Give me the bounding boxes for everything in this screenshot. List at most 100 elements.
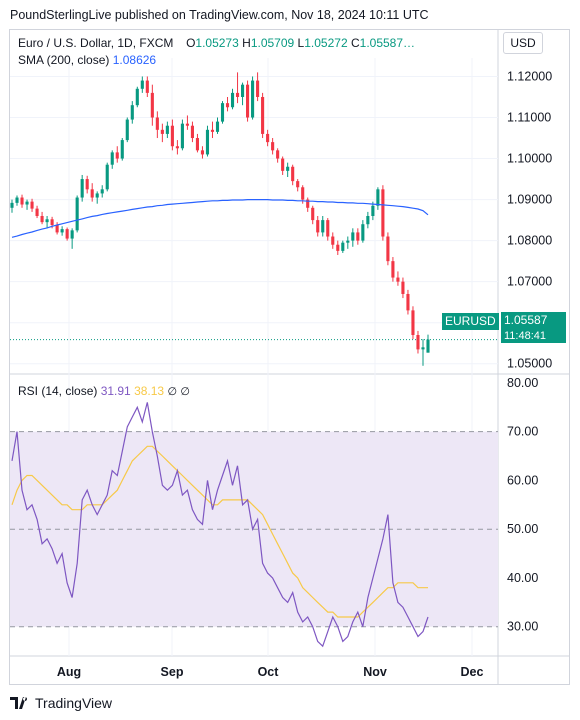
candle-body: [371, 205, 375, 216]
candle-body: [426, 339, 430, 353]
candle-body: [90, 189, 94, 198]
symbol-badge: EURUSD: [442, 313, 499, 330]
candle-body: [100, 189, 104, 194]
candle-body: [256, 80, 260, 97]
candle-body: [10, 202, 14, 208]
open-value: 1.05273: [195, 36, 239, 50]
candle-body: [356, 232, 360, 241]
candle-body: [361, 224, 365, 241]
candle-body: [411, 310, 415, 336]
sma-label: SMA (200, close): [18, 53, 110, 67]
price-tick-label: 1.09000: [507, 193, 552, 207]
candle-body: [35, 208, 39, 216]
symbol-label: Euro / U.S. Dollar, 1D, FXCM: [18, 36, 174, 50]
candle-body: [281, 158, 285, 171]
candle-body: [85, 179, 89, 190]
candle-body: [125, 119, 129, 141]
candle-body: [261, 96, 265, 134]
candle-body: [60, 229, 64, 233]
candle-body: [321, 220, 325, 233]
candle-body: [351, 232, 355, 241]
candle-body: [170, 125, 174, 147]
candle-body: [306, 199, 310, 208]
rsi-line: [11, 402, 429, 648]
candle-body: [95, 193, 99, 198]
candle-body: [241, 84, 245, 97]
candle-body: [396, 277, 400, 282]
candle-body: [135, 88, 139, 106]
candle-body: [150, 92, 154, 118]
chart-frame: [9, 29, 570, 685]
candle-body: [190, 125, 194, 139]
price-tick-label: 1.07000: [507, 275, 552, 289]
rsi-tick-label: 50.00: [507, 522, 538, 536]
candle-body: [246, 84, 250, 118]
time-tick-label: Oct: [258, 665, 280, 679]
candle-body: [120, 140, 124, 159]
candle-body: [30, 201, 34, 209]
candle-body: [80, 179, 84, 198]
publish-header: PoundSterlingLive published on TradingVi…: [10, 8, 429, 22]
candle-body: [225, 103, 230, 108]
candle-body: [311, 207, 315, 221]
rsi-legend: RSI (14, close) 31.91 38.13 ∅ ∅: [18, 384, 190, 398]
low-label: L: [297, 36, 305, 50]
tradingview-logo[interactable]: TradingView: [10, 695, 112, 711]
candle-body: [230, 92, 235, 108]
rsi-tick-label: 70.00: [507, 425, 538, 439]
price-tick-label: 1.11000: [507, 111, 551, 125]
rsi-value: 31.91: [100, 384, 131, 398]
close-label: C: [350, 36, 360, 50]
countdown-badge: 11:48:41: [501, 329, 566, 343]
candle-body: [416, 335, 420, 350]
candle-body: [205, 129, 210, 155]
candle-body: [180, 123, 184, 149]
time-tick-label: Nov: [363, 665, 387, 679]
currency-button[interactable]: USD: [503, 32, 543, 54]
candle-body: [50, 219, 54, 226]
candle-body: [130, 105, 134, 120]
candle-body: [220, 103, 225, 122]
candle-body: [341, 242, 345, 251]
sma-legend: SMA (200, close) 1.08626: [18, 53, 156, 67]
price-tick-label: 1.08000: [507, 234, 552, 248]
candle-body: [140, 80, 144, 89]
candle-body: [271, 142, 275, 151]
candle-body: [185, 123, 189, 126]
rsi-na-1: ∅: [167, 386, 178, 398]
candle-body: [316, 220, 320, 233]
price-tick-label: 1.05000: [507, 357, 552, 371]
candle-body: [210, 129, 215, 132]
candle-body: [406, 293, 410, 311]
candle-body: [251, 80, 255, 118]
rsi-ma-value: 38.13: [134, 384, 165, 398]
open-label: O: [186, 36, 196, 50]
low-value: 1.05272: [304, 36, 348, 50]
candle-body: [145, 80, 149, 93]
price-legend: Euro / U.S. Dollar, 1D, FXCM O1.05273 H 1…: [18, 36, 415, 50]
candle-body: [25, 201, 29, 205]
high-label: H: [242, 36, 251, 50]
time-tick-label: Dec: [461, 665, 484, 679]
price-badge: 1.05587: [501, 312, 566, 329]
candle-body: [266, 133, 270, 143]
tradingview-icon: [10, 697, 28, 709]
candle-body: [391, 261, 395, 278]
candle-body: [110, 152, 114, 165]
candle-body: [215, 121, 220, 132]
price-tick-label: 1.10000: [507, 152, 552, 166]
rsi-label: RSI (14, close): [18, 384, 98, 398]
price-tick-label: 1.12000: [507, 69, 552, 83]
candle-body: [115, 152, 119, 159]
candle-body: [55, 225, 59, 233]
candle-body: [366, 216, 370, 225]
candle-body: [20, 197, 24, 205]
candle-body: [331, 236, 335, 245]
sma-line: [11, 199, 429, 238]
candle-body: [45, 219, 49, 223]
candle-body: [346, 240, 350, 243]
candle-body: [75, 197, 79, 231]
rsi-na-2: ∅: [180, 386, 190, 398]
candle-body: [200, 150, 205, 155]
